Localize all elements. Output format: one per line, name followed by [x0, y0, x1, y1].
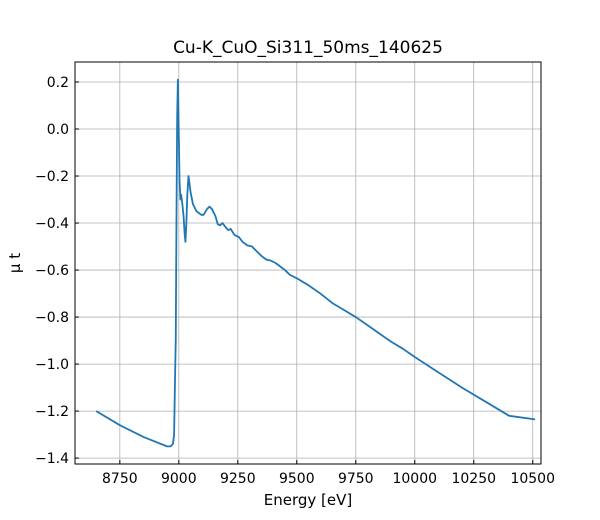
x-tick-label: 10500 [510, 471, 555, 487]
y-tick-label: −0.8 [35, 310, 69, 326]
y-tick-label: 0.0 [47, 122, 69, 138]
y-tick-label: −1.0 [35, 357, 69, 373]
x-tick-label: 9000 [161, 471, 197, 487]
series-layer [95, 78, 536, 448]
y-axis-ticks: 0.2 0.0 −0.2 −0.4 −0.6 −0.8 −1.0 −1.2 −1.4 [35, 75, 79, 467]
x-tick-label: 9750 [338, 471, 374, 487]
x-tick-label: 9500 [279, 471, 315, 487]
x-axis-ticks: 8750 9000 9250 9500 9750 10000 10250 10500 [102, 460, 555, 487]
y-tick-label: −0.6 [35, 263, 69, 279]
y-tick-label: −1.2 [35, 404, 69, 420]
series-line-0 [95, 78, 536, 448]
y-axis-label: μ t [6, 253, 24, 273]
x-tick-label: 10000 [392, 471, 437, 487]
y-tick-label: −0.4 [35, 216, 69, 232]
plot-frame [74, 61, 542, 465]
x-tick-label: 9250 [220, 471, 256, 487]
y-tick-label: −0.2 [35, 169, 69, 185]
x-tick-label: 8750 [102, 471, 138, 487]
y-tick-label: 0.2 [47, 75, 69, 91]
chart-title: Cu-K_CuO_Si311_50ms_140625 [173, 38, 443, 58]
x-tick-label: 10250 [451, 471, 496, 487]
y-grid [75, 81, 541, 459]
y-tick-label: −1.4 [35, 451, 69, 467]
x-axis-label: Energy [eV] [264, 491, 352, 509]
